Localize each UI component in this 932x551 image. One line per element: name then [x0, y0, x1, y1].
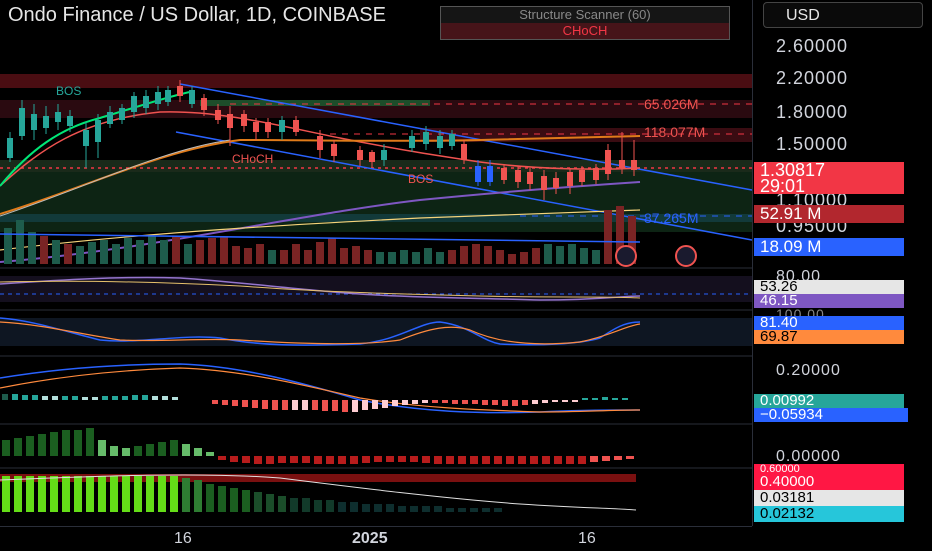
volume-tag: 52.91 M: [754, 205, 904, 223]
price-tick: 1.50000: [776, 134, 849, 154]
time-label: 16: [578, 530, 596, 547]
support-band: [0, 214, 752, 222]
price-tick: 2.60000: [776, 36, 849, 56]
macd-tick: 0.20000: [776, 362, 841, 379]
choch-label: CHoCH: [232, 152, 274, 166]
rsi-value-b: 46.15: [754, 293, 904, 308]
volume-ma-tag: 18.09 M: [754, 238, 904, 256]
stoch-k-value: 81.40: [754, 315, 904, 330]
chart-area[interactable]: Ondo Finance / US Dollar, 1D, COINBASE S…: [0, 0, 752, 526]
bottom-line: [0, 474, 637, 511]
ma-yellow: [0, 209, 641, 251]
stoch-d-line: [0, 321, 641, 345]
ma-red: [0, 111, 641, 187]
structure-scanner-panel[interactable]: Structure Scanner (60) CHoCH: [440, 6, 730, 40]
volume-level-87m: 87.265M: [644, 210, 699, 226]
price-axis[interactable]: USD: [752, 0, 932, 526]
currency-selector[interactable]: USD: [763, 2, 923, 28]
bottom-value-a: 0.40000: [754, 474, 904, 490]
price-candles: [7, 80, 637, 200]
scanner-signal: CHoCH: [441, 23, 729, 39]
volume-level-118m: 118.077M: [644, 124, 706, 140]
resistance-zone-mid: [0, 100, 752, 118]
time-label: 16: [174, 530, 192, 547]
flag-icon[interactable]: [675, 245, 697, 267]
volume-bars: [4, 206, 636, 264]
oscillator-histogram: [2, 428, 634, 464]
flag-icon[interactable]: [615, 245, 637, 267]
chart-canvas: [0, 74, 752, 512]
ma-white: [0, 139, 231, 217]
bar-countdown: 29:01: [760, 176, 806, 196]
green-zone: [200, 100, 430, 106]
bottom-zone: [0, 474, 636, 482]
bos-label: BOS: [56, 84, 82, 98]
rsi-line: [0, 276, 641, 301]
chart-title: Ondo Finance / US Dollar, 1D, COINBASE: [8, 4, 386, 26]
volume-level-65m: 65.026M: [644, 96, 699, 112]
price-tick: 2.20000: [776, 68, 849, 88]
ma-purple: [0, 181, 641, 263]
last-price-value: 1.30817: [760, 160, 826, 180]
time-axis[interactable]: [0, 526, 752, 551]
macd-histogram-value: 0.00992: [754, 393, 904, 408]
bottom-value-c: 0.02132: [754, 506, 904, 522]
volume-ma: [0, 233, 641, 243]
channel-upper: [179, 83, 752, 191]
macd-line: [0, 363, 641, 414]
bottom-value-b: 0.03181: [754, 490, 904, 506]
macd-signal-value: −0.05934: [754, 407, 908, 422]
last-price-tag: 1.30817 29:01: [754, 160, 904, 196]
oscillator-tick: 0.00000: [776, 448, 841, 465]
price-tick: 1.80000: [776, 102, 849, 122]
bottom-histogram: [2, 476, 502, 512]
stoch-d-value: 69.87: [754, 329, 904, 344]
rsi-ma-line: [0, 280, 641, 299]
macd-histogram: [2, 394, 628, 412]
support-zone: [0, 172, 752, 232]
scanner-title: Structure Scanner (60): [519, 7, 651, 22]
time-label-year: 2025: [352, 530, 388, 547]
channel-lower: [175, 131, 752, 241]
bos-label-right: BOS: [408, 172, 434, 186]
macd-signal-line: [0, 367, 641, 413]
resistance-zone-top: [0, 74, 752, 88]
bottom-tick: 0.60000: [754, 464, 904, 475]
rsi-value-a: 53.26: [754, 279, 904, 294]
